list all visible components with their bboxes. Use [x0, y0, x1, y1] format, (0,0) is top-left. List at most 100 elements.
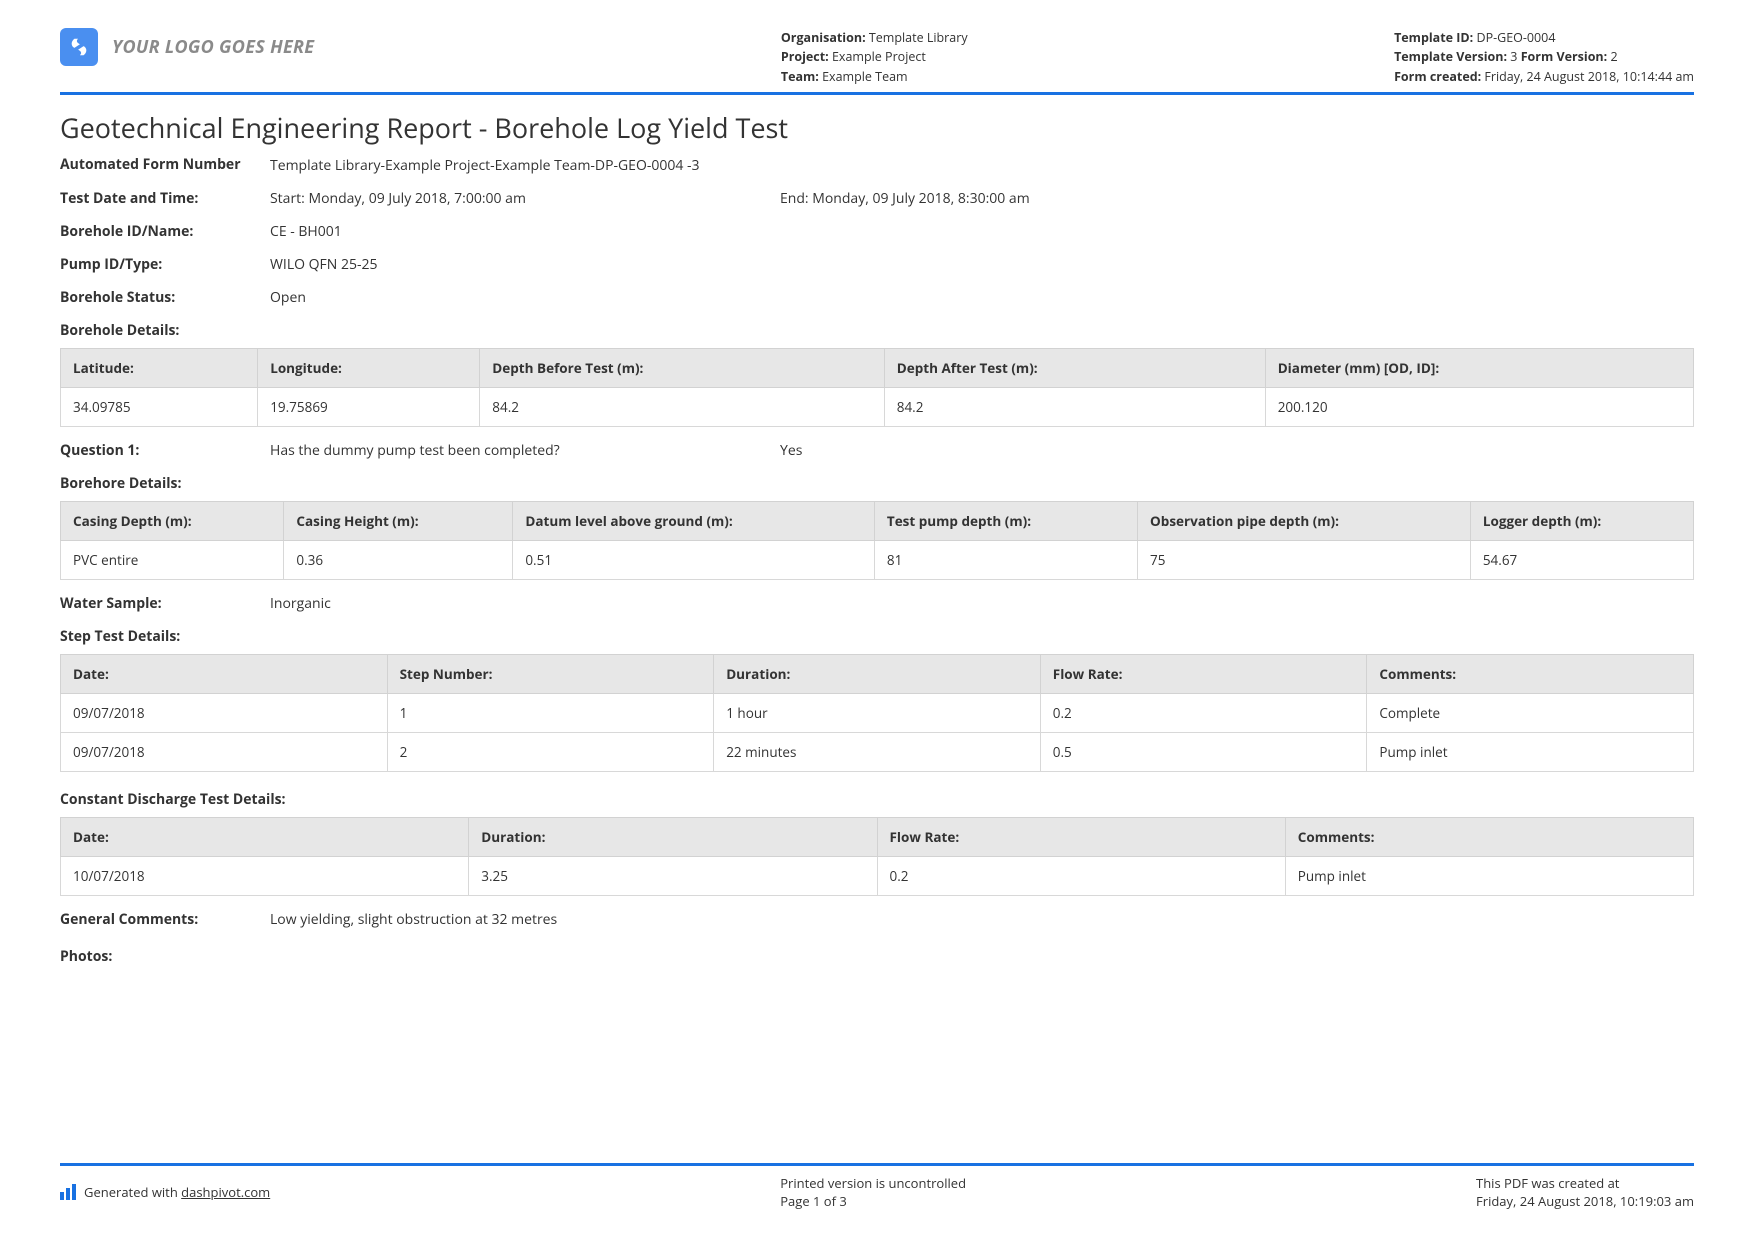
t2c4: 75: [1138, 541, 1471, 580]
logo-icon: [60, 28, 98, 66]
row-afn: Automated Form Number Template Library-E…: [60, 156, 1694, 175]
t3r1c1: 1: [387, 694, 714, 733]
row-borehole-id: Borehole ID/Name: CE - BH001: [60, 222, 1694, 241]
afn-value: Template Library-Example Project-Example…: [270, 156, 1694, 175]
t3h1: Step Number:: [387, 655, 714, 694]
t3r2c1: 2: [387, 733, 714, 772]
q1-label: Question 1:: [60, 441, 270, 460]
footer-created-label: This PDF was created at: [1476, 1174, 1694, 1192]
t2c5: 54.67: [1470, 541, 1693, 580]
team-val: Example Team: [819, 68, 908, 85]
footer-link[interactable]: dashpivot.com: [181, 1183, 270, 1201]
table-borehole-details-2: Casing Depth (m): Casing Height (m): Dat…: [60, 501, 1694, 580]
t3r2c3: 0.5: [1040, 733, 1367, 772]
t1h1: Longitude:: [258, 349, 480, 388]
t4h3: Comments:: [1285, 818, 1693, 857]
section-step-test: Step Test Details:: [60, 627, 1694, 646]
page-footer: Generated with dashpivot.com Printed ver…: [60, 1163, 1694, 1210]
t2h4: Observation pipe depth (m):: [1138, 502, 1471, 541]
q1-question: Has the dummy pump test been completed?: [270, 441, 780, 460]
t2h1: Casing Height (m):: [284, 502, 513, 541]
t2h5: Logger depth (m):: [1470, 502, 1693, 541]
team-key: Team:: [781, 68, 819, 85]
gc-label: General Comments:: [60, 910, 270, 929]
bst-value: Open: [270, 288, 1694, 307]
gc-value: Low yielding, slight obstruction at 32 m…: [270, 910, 1694, 929]
t3r1c2: 1 hour: [714, 694, 1041, 733]
t1c3: 84.2: [884, 388, 1265, 427]
pid-label: Pump ID/Type:: [60, 255, 270, 274]
table-borehole-details-1: Latitude: Longitude: Depth Before Test (…: [60, 348, 1694, 427]
t4h1: Duration:: [469, 818, 877, 857]
q1-answer: Yes: [780, 441, 802, 460]
t1h0: Latitude:: [61, 349, 258, 388]
org-key: Organisation:: [781, 29, 866, 46]
t1c0: 34.09785: [61, 388, 258, 427]
t4c1: 3.25: [469, 857, 877, 896]
page-header: YOUR LOGO GOES HERE Organisation: Templa…: [60, 28, 1694, 95]
t1c2: 84.2: [480, 388, 884, 427]
header-right: Template ID: DP-GEO-0004 Template Versio…: [1394, 28, 1694, 86]
proj-key: Project:: [781, 48, 829, 65]
footer-page: Page 1 of 3: [780, 1192, 966, 1210]
afn-label: Automated Form Number: [60, 156, 270, 175]
table-row: 09/07/2018 1 1 hour 0.2 Complete: [61, 694, 1694, 733]
t4c3: Pump inlet: [1285, 857, 1693, 896]
fver-val: 2: [1607, 48, 1617, 65]
t3h2: Duration:: [714, 655, 1041, 694]
fver-key: Form Version:: [1521, 48, 1608, 65]
tver-key: Template Version:: [1394, 48, 1507, 65]
t1h4: Diameter (mm) [OD, ID]:: [1265, 349, 1693, 388]
ws-value: Inorganic: [270, 594, 1694, 613]
t2h3: Test pump depth (m):: [874, 502, 1137, 541]
footer-created-date: Friday, 24 August 2018, 10:19:03 am: [1476, 1192, 1694, 1210]
tdt-start: Start: Monday, 09 July 2018, 7:00:00 am: [270, 189, 780, 208]
table-row: PVC entire 0.36 0.51 81 75 54.67: [61, 541, 1694, 580]
tver-val: 3: [1507, 48, 1521, 65]
section-borehole-details-1: Borehole Details:: [60, 321, 1694, 340]
table-row: 09/07/2018 2 22 minutes 0.5 Pump inlet: [61, 733, 1694, 772]
proj-val: Example Project: [829, 48, 926, 65]
table-step-test: Date: Step Number: Duration: Flow Rate: …: [60, 654, 1694, 772]
tid-val: DP-GEO-0004: [1473, 29, 1555, 46]
t1h3: Depth After Test (m):: [884, 349, 1265, 388]
t2c3: 81: [874, 541, 1137, 580]
t2h0: Casing Depth (m):: [61, 502, 284, 541]
page-title: Geotechnical Engineering Report - Boreho…: [60, 109, 1694, 146]
header-left: YOUR LOGO GOES HERE: [60, 28, 314, 66]
t1c1: 19.75869: [258, 388, 480, 427]
t2c0: PVC entire: [61, 541, 284, 580]
header-mid: Organisation: Template Library Project: …: [781, 28, 968, 86]
table-row: 10/07/2018 3.25 0.2 Pump inlet: [61, 857, 1694, 896]
tid-key: Template ID:: [1394, 29, 1473, 46]
footer-uncontrolled: Printed version is uncontrolled: [780, 1174, 966, 1192]
bst-label: Borehole Status:: [60, 288, 270, 307]
t3r2c2: 22 minutes: [714, 733, 1041, 772]
t3h4: Comments:: [1367, 655, 1694, 694]
table-constant-discharge: Date: Duration: Flow Rate: Comments: 10/…: [60, 817, 1694, 896]
tdt-end: End: Monday, 09 July 2018, 8:30:00 am: [780, 189, 1030, 208]
t2c2: 0.51: [513, 541, 875, 580]
footer-left: Generated with dashpivot.com: [60, 1174, 270, 1210]
logo-text: YOUR LOGO GOES HERE: [112, 35, 314, 59]
row-general-comments: General Comments: Low yielding, slight o…: [60, 910, 1694, 929]
t3r2c0: 09/07/2018: [61, 733, 388, 772]
table-row: 34.09785 19.75869 84.2 84.2 200.120: [61, 388, 1694, 427]
row-test-date: Test Date and Time: Start: Monday, 09 Ju…: [60, 189, 1694, 208]
bid-value: CE - BH001: [270, 222, 1694, 241]
section-photos: Photos:: [60, 947, 1694, 966]
fc-val: Friday, 24 August 2018, 10:14:44 am: [1481, 68, 1694, 85]
footer-gen-text: Generated with: [84, 1183, 181, 1201]
row-water-sample: Water Sample: Inorganic: [60, 594, 1694, 613]
t4c2: 0.2: [877, 857, 1285, 896]
row-borehole-status: Borehole Status: Open: [60, 288, 1694, 307]
t3r1c4: Complete: [1367, 694, 1694, 733]
section-borehole-details-2: Borehore Details:: [60, 474, 1694, 493]
t1c4: 200.120: [1265, 388, 1693, 427]
t2h2: Datum level above ground (m):: [513, 502, 875, 541]
t1h2: Depth Before Test (m):: [480, 349, 884, 388]
bars-icon: [60, 1184, 76, 1200]
pid-value: WILO QFN 25-25: [270, 255, 1694, 274]
section-constant-discharge: Constant Discharge Test Details:: [60, 790, 1694, 809]
fc-key: Form created:: [1394, 68, 1481, 85]
